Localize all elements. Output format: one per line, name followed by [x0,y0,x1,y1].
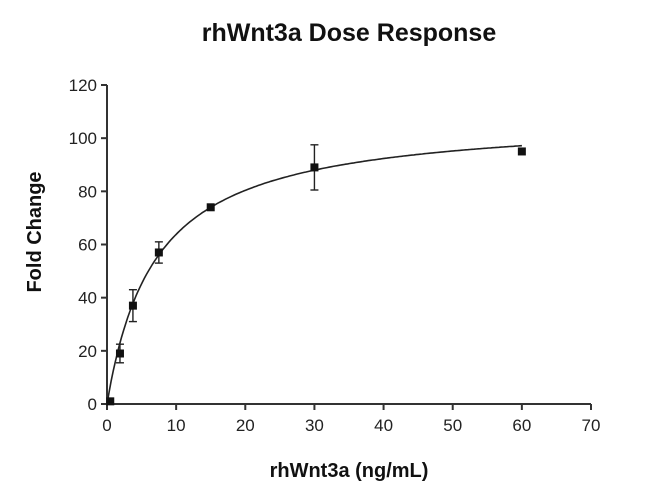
y-tick-label: 60 [78,236,97,255]
data-point [517,147,526,156]
axes: 0 10 20 30 40 50 60 70 0 20 40 60 80 100 120 [69,76,601,435]
y-tick-label: 80 [78,182,97,201]
x-tick-label: 40 [374,416,393,435]
x-tick-label: 60 [512,416,531,435]
data-point [310,163,319,172]
data-point [154,248,163,257]
x-tick-label: 20 [236,416,255,435]
y-tick-label: 0 [88,395,97,414]
x-tick-label: 10 [167,416,186,435]
chart-title: rhWnt3a Dose Response [202,19,497,47]
y-tick-label: 100 [69,129,97,148]
y-tick-label: 120 [69,76,97,95]
x-tick-label: 30 [305,416,324,435]
x-tick-label: 50 [443,416,462,435]
data-point [115,349,124,358]
y-axis-label: Fold Change [24,171,46,292]
y-tick-label: 20 [78,342,97,361]
data-point [106,397,115,406]
data-point [206,203,215,212]
data-marks [106,144,526,406]
x-axis-label: rhWnt3a (ng/mL) [270,460,429,482]
x-tick-label: 70 [582,416,601,435]
y-tick-label: 40 [78,289,97,308]
x-tick-label: 0 [102,416,111,435]
data-point [128,301,137,310]
